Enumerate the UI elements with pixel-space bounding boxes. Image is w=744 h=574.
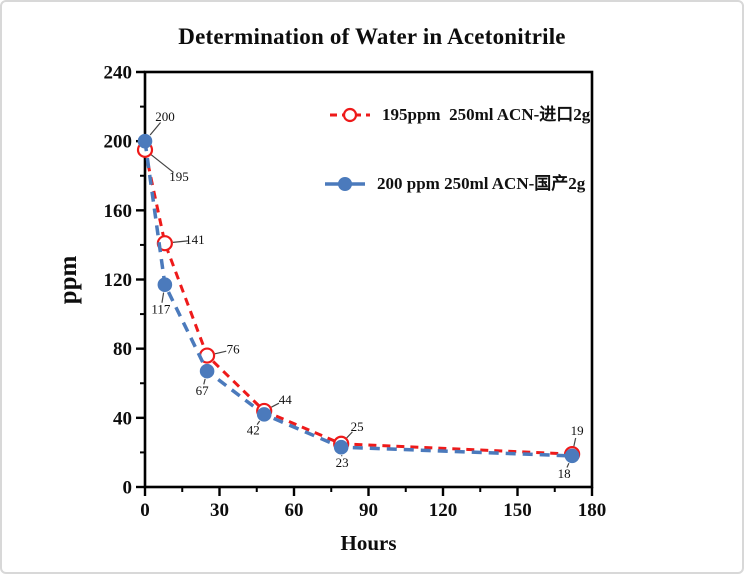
legend-label-imported: 195ppm 250ml ACN-进口2g	[382, 105, 591, 124]
legend-item-imported: 195ppm 250ml ACN-进口2g	[328, 104, 590, 126]
y-tick-label: 240	[104, 63, 133, 84]
x-tick-label: 30	[210, 500, 229, 521]
x-tick-label: 60	[285, 500, 304, 521]
x-axis-title: Hours	[340, 531, 397, 555]
data-point-marker	[256, 407, 272, 422]
label-leader-line	[149, 122, 161, 136]
y-tick-label: 160	[104, 201, 133, 222]
x-tick-label: 180	[578, 500, 607, 521]
label-leader-line	[566, 462, 570, 468]
data-point-label: 23	[336, 455, 349, 470]
plot-frame	[143, 70, 594, 489]
data-point-label: 141	[185, 232, 205, 247]
label-leader-line	[346, 431, 353, 439]
label-leader-line	[256, 420, 261, 425]
legend-marker-filled-circle-icon	[325, 177, 365, 191]
data-point-label: 18	[558, 466, 571, 481]
x-tick-label: 90	[359, 500, 378, 521]
legend-item-domestic: 200 ppm 250ml ACN-国产2g	[323, 173, 585, 195]
y-tick-label: 120	[104, 270, 133, 291]
data-point-label: 19	[571, 423, 584, 438]
label-leader-line	[271, 402, 280, 408]
data-point-marker	[564, 448, 580, 464]
y-tick-label: 200	[104, 132, 133, 153]
label-leader-line	[150, 154, 174, 173]
y-tick-label: 80	[113, 339, 132, 360]
series-line	[143, 149, 573, 456]
legend-marker-open-circle-icon	[330, 107, 370, 123]
data-point-marker	[137, 133, 153, 149]
data-point-label: 42	[247, 422, 260, 437]
label-leader-line	[214, 350, 227, 355]
data-point-marker	[333, 439, 349, 455]
x-tick-label: 150	[503, 500, 532, 521]
data-point-label: 44	[279, 392, 293, 407]
data-point-label: 117	[151, 302, 171, 317]
label-leader-line	[203, 378, 206, 385]
data-point-label: 67	[196, 383, 210, 398]
y-tick-label: 0	[123, 478, 133, 499]
chart-title: Determination of Water in Acetonitrile	[178, 24, 566, 49]
data-point-label: 195	[169, 169, 189, 184]
legend-label-domestic: 200 ppm 250ml ACN-国产2g	[377, 174, 586, 193]
label-leader-line	[161, 292, 165, 303]
data-point-marker	[199, 363, 215, 379]
x-tick-label: 0	[140, 500, 150, 521]
label-leader-line	[172, 240, 188, 243]
y-tick-label: 40	[113, 408, 132, 429]
data-point-label: 25	[351, 419, 364, 434]
x-tick-label: 120	[429, 500, 458, 521]
data-point-label: 200	[155, 109, 175, 124]
series-line	[143, 140, 573, 458]
data-point-label: 76	[227, 342, 241, 357]
data-point-marker	[157, 277, 173, 292]
y-axis-title: ppm	[55, 255, 82, 305]
label-leader-line	[573, 437, 577, 447]
